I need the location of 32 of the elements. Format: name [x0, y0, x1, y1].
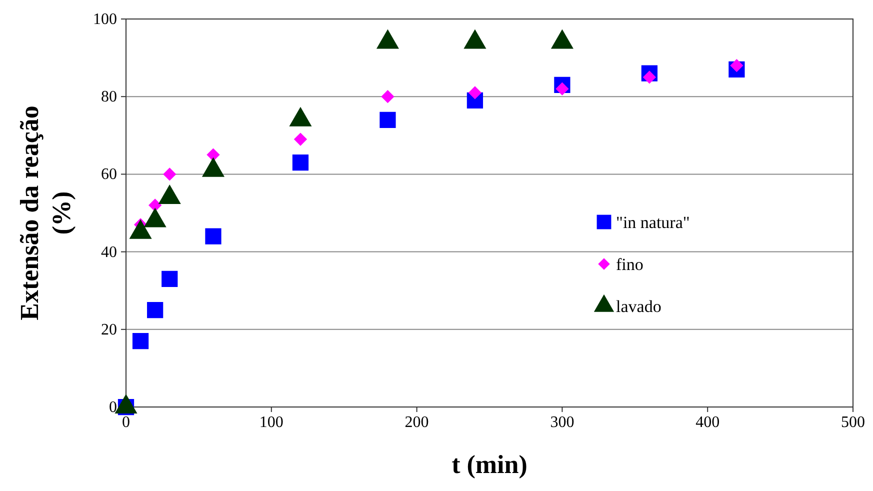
point	[206, 148, 220, 162]
y-tick-label: 100	[93, 11, 117, 28]
x-tick-label: 200	[404, 414, 429, 431]
y-tick-label: 80	[101, 88, 117, 106]
x-tick-label: 100	[259, 414, 284, 431]
point	[205, 228, 222, 244]
y-axis-title: Extensão da reação (%)	[15, 106, 76, 320]
legend-label: lavado	[616, 297, 662, 316]
point	[292, 154, 309, 171]
x-tick-label: 300	[550, 414, 574, 431]
point	[380, 112, 396, 128]
point	[163, 168, 176, 181]
point	[468, 86, 482, 100]
x-tick-label: 400	[696, 414, 720, 431]
point	[148, 198, 162, 212]
point	[381, 90, 394, 104]
point	[294, 132, 308, 146]
point	[162, 270, 178, 288]
x-axis-title: t (min)	[452, 450, 528, 479]
y-tick-label: 40	[101, 244, 117, 261]
point	[132, 332, 149, 350]
x-tick-label: 0	[122, 414, 130, 431]
point	[730, 58, 744, 72]
point	[556, 82, 569, 96]
y-tick-label: 0	[109, 399, 117, 416]
x-tick-label: 500	[841, 414, 865, 431]
legend-label: fino	[616, 255, 644, 274]
legend-label: "in natura"	[616, 213, 690, 232]
y-tick-label: 60	[101, 166, 117, 184]
point	[642, 70, 656, 84]
point	[147, 302, 164, 318]
y-tick-label: 20	[101, 321, 117, 338]
